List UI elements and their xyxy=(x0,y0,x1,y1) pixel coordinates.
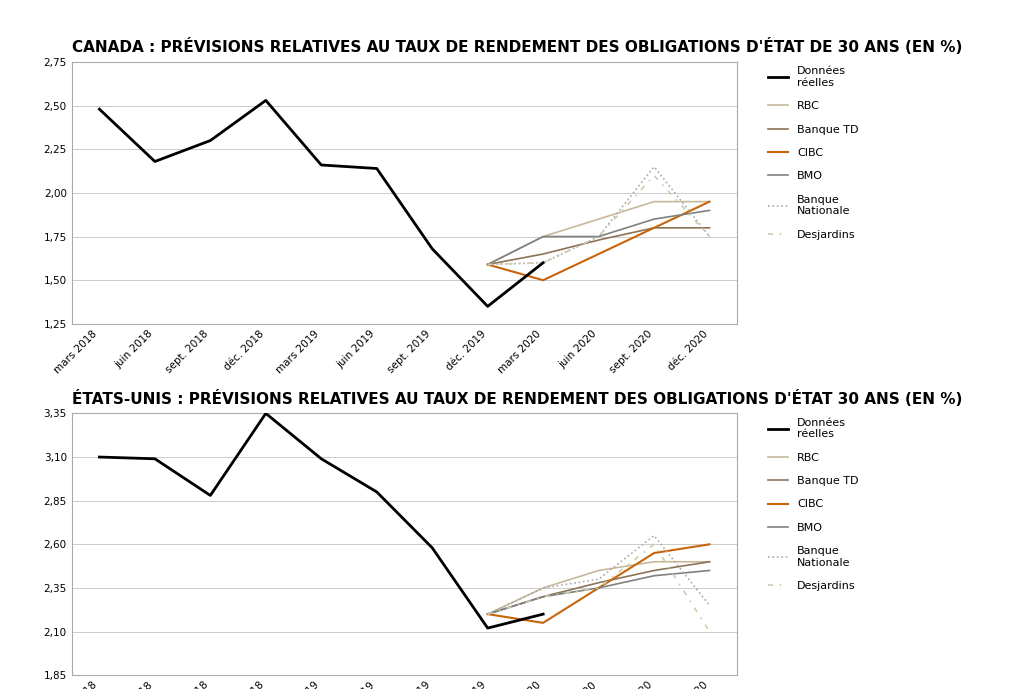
Legend: Données
réelles, RBC, Banque TD, CIBC, BMO, Banque
Nationale, Desjardins: Données réelles, RBC, Banque TD, CIBC, B… xyxy=(764,62,863,244)
Text: CANADA : PRÉVISIONS RELATIVES AU TAUX DE RENDEMENT DES OBLIGATIONS D'ÉTAT DE 30 : CANADA : PRÉVISIONS RELATIVES AU TAUX DE… xyxy=(72,38,963,55)
Text: ÉTATS-UNIS : PRÉVISIONS RELATIVES AU TAUX DE RENDEMENT DES OBLIGATIONS D'ÉTAT 30: ÉTATS-UNIS : PRÉVISIONS RELATIVES AU TAU… xyxy=(72,389,963,407)
Legend: Données
réelles, RBC, Banque TD, CIBC, BMO, Banque
Nationale, Desjardins: Données réelles, RBC, Banque TD, CIBC, B… xyxy=(764,413,863,595)
